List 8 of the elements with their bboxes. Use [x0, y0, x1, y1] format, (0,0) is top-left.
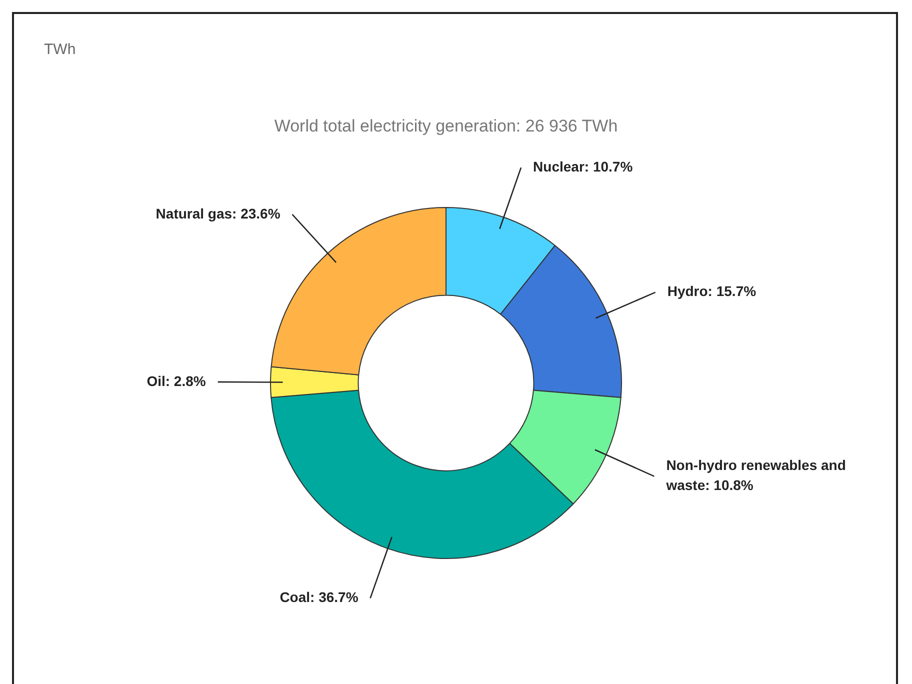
chart-title: World total electricity generation: 26 936 TWh	[274, 116, 618, 136]
slice-label: Natural gas: 23.6%	[156, 205, 281, 222]
slice-label: Coal: 36.7%	[280, 589, 359, 606]
slice-label: Non-hydro renewables and waste: 10.8%	[665, 457, 846, 494]
slice-label: Nuclear: 10.7%	[533, 158, 634, 174]
slice-label: Oil: 2.8%	[146, 372, 206, 389]
slice-label: Hydro: 15.7%	[667, 283, 757, 300]
text: TWh	[44, 41, 76, 58]
